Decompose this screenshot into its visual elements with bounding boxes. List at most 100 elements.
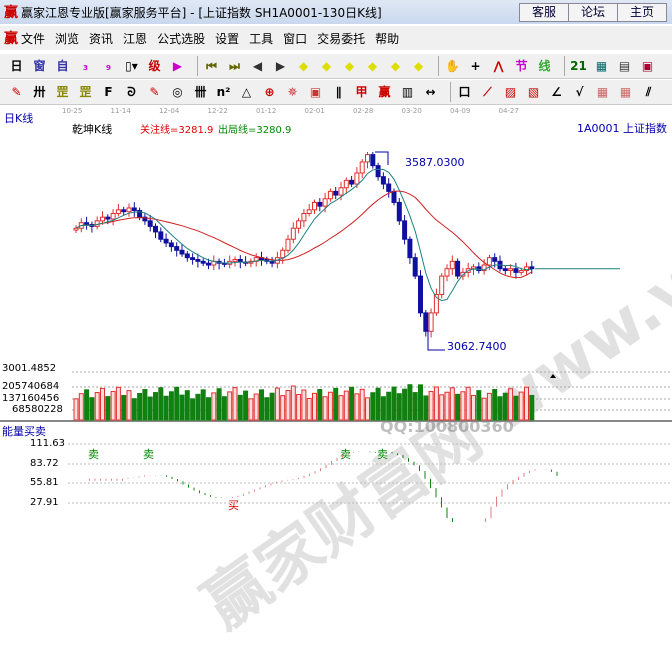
- right-diamond-icon[interactable]: ◆: [321, 58, 332, 73]
- square-target-icon[interactable]: ▣: [309, 84, 322, 99]
- candle: [524, 266, 529, 272]
- star-icon[interactable]: ✵: [287, 84, 298, 99]
- zoom-out-diamond-icon[interactable]: ◆: [413, 58, 424, 73]
- f-icon[interactable]: F: [104, 84, 113, 99]
- date-tick: 02-28: [353, 107, 374, 115]
- menu-item[interactable]: 浏览: [55, 31, 80, 46]
- volume-bar: [84, 389, 90, 421]
- candle: [327, 190, 333, 200]
- menu-item[interactable]: 公式选股: [157, 31, 206, 46]
- candle: [402, 220, 408, 240]
- triangle-icon[interactable]: △: [241, 84, 252, 99]
- volume-bar: [248, 398, 254, 421]
- volume-bar: [375, 387, 381, 421]
- window-icon[interactable]: 窗: [33, 58, 46, 73]
- calendar-icon[interactable]: 21: [570, 58, 587, 73]
- v-icon[interactable]: √: [575, 84, 584, 99]
- volume-tick: 68580228: [12, 404, 63, 415]
- ruler-icon[interactable]: ▥: [401, 84, 414, 99]
- line-draw-icon[interactable]: 线: [538, 58, 551, 73]
- flag-icon[interactable]: ▶: [172, 58, 183, 73]
- date-tick: 12-04: [159, 107, 180, 115]
- festival-icon[interactable]: 节: [515, 58, 528, 73]
- menu-item[interactable]: 工具: [249, 31, 274, 46]
- candle: [237, 259, 243, 263]
- lines-icon[interactable]: 卌: [194, 84, 207, 99]
- date-tick: 11-14: [110, 107, 131, 115]
- chart-9-icon[interactable]: ₉: [105, 58, 112, 73]
- candle: [184, 253, 190, 259]
- home-button[interactable]: 主页: [617, 3, 667, 22]
- zoom-in-diamond-icon[interactable]: ◆: [390, 58, 401, 73]
- menu-item[interactable]: 交易委托: [317, 31, 366, 46]
- circle-grid-icon[interactable]: ◎: [172, 84, 183, 99]
- first-icon[interactable]: ⏮: [206, 58, 217, 73]
- angle-icon[interactable]: ∠: [551, 84, 562, 99]
- save-icon[interactable]: ▣: [641, 58, 654, 73]
- target-icon[interactable]: ⊕: [264, 84, 275, 99]
- grid2-icon[interactable]: ▦: [619, 84, 632, 99]
- calculator-icon[interactable]: ▦: [595, 58, 608, 73]
- prev-icon[interactable]: ◀: [252, 58, 263, 73]
- volume-bar: [513, 395, 519, 421]
- span-icon[interactable]: ↔: [425, 84, 436, 99]
- volume-bar: [94, 392, 100, 421]
- candle: [274, 257, 280, 264]
- volume-bar: [100, 387, 105, 421]
- win-icon[interactable]: 赢: [378, 84, 391, 99]
- forum-button[interactable]: 论坛: [568, 3, 618, 22]
- shrink-diamond-icon[interactable]: ◆: [367, 58, 378, 73]
- candle-type-icon[interactable]: ▯▾: [125, 58, 138, 73]
- toolbar-drawing: ✎ 卅罡罡 F ᘐ ✎ ◎ 卌 n² △ ⊕ ✵ ▣ ∥ 甲赢 ▥ ↔ 口 ⟋ ▨ ▧ ∠ √ ▦ ▦ ⫽: [0, 79, 672, 105]
- volume-bar: [126, 390, 132, 421]
- parallel-icon[interactable]: ⫽: [645, 84, 652, 99]
- menu-item[interactable]: 文件: [21, 31, 46, 46]
- fan-box2-icon[interactable]: ▧: [527, 84, 540, 99]
- hand-icon[interactable]: ✋: [445, 58, 460, 73]
- sell-signal: 卖: [88, 448, 99, 461]
- candle: [476, 266, 482, 272]
- gann-icon[interactable]: 罡: [56, 84, 69, 99]
- period-day-icon[interactable]: 日▾: [10, 58, 23, 90]
- date-tick: 04-27: [498, 107, 519, 115]
- last-icon[interactable]: ⏭: [229, 58, 240, 73]
- menu-item[interactable]: 帮助: [375, 31, 400, 46]
- fan-icon[interactable]: ⟋: [483, 84, 492, 99]
- fan-box-icon[interactable]: ▨: [504, 84, 517, 99]
- date-tick: 10-25: [62, 107, 83, 115]
- candle: [317, 201, 323, 207]
- crosshair-icon[interactable]: +: [470, 58, 481, 73]
- volume-bar: [147, 396, 153, 421]
- volume-bar: [89, 397, 95, 421]
- qq-watermark: QQ:100800360: [380, 417, 514, 436]
- spiral-icon[interactable]: ᘐ: [127, 84, 136, 99]
- box-icon[interactable]: 口: [458, 84, 471, 99]
- volume-bar: [391, 386, 397, 421]
- menu-item[interactable]: 资讯: [89, 31, 114, 46]
- angle-lines-icon[interactable]: ∥: [335, 84, 342, 99]
- line-icon[interactable]: ⋀: [493, 58, 504, 73]
- chart-3-icon[interactable]: ₃: [82, 58, 89, 73]
- service-button[interactable]: 客服: [519, 3, 569, 22]
- volume-bar: [465, 386, 471, 421]
- indicator-name: 乾坤K线: [72, 123, 113, 136]
- candle: [84, 222, 90, 226]
- notes-icon[interactable]: ▤: [618, 58, 631, 73]
- left-diamond-icon[interactable]: ◆: [298, 58, 309, 73]
- pen-icon[interactable]: ✎: [11, 84, 22, 99]
- menu-item[interactable]: 设置: [215, 31, 240, 46]
- gann-square-icon[interactable]: 甲: [355, 84, 368, 99]
- menu-item[interactable]: 窗口: [283, 31, 308, 46]
- ma-long-line: [75, 190, 533, 279]
- grid-lines-icon[interactable]: 卅: [33, 84, 46, 99]
- menu-item[interactable]: 江恩: [123, 31, 148, 46]
- level2-icon[interactable]: 级: [148, 58, 161, 73]
- n2-icon[interactable]: n²: [216, 84, 231, 99]
- self-select-icon[interactable]: 自: [56, 58, 69, 73]
- pen-ruler-icon[interactable]: ✎: [149, 84, 160, 99]
- grid-icon[interactable]: ▦: [596, 84, 609, 99]
- expand-diamond-icon[interactable]: ◆: [344, 58, 355, 73]
- next-icon[interactable]: ▶: [275, 58, 286, 73]
- candle: [386, 183, 392, 192]
- gann2-icon[interactable]: 罡: [79, 84, 92, 99]
